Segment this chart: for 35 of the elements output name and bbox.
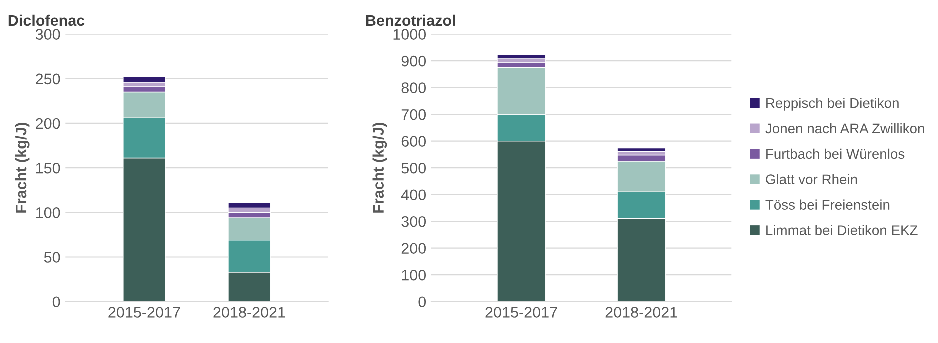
y-axis-title: Fracht (kg/J) xyxy=(372,122,388,213)
legend-label: Töss bei Freienstein xyxy=(766,200,890,210)
x-tick-label: 2018-2021 xyxy=(214,307,286,318)
y-tick-label: 100 xyxy=(402,270,426,281)
x-tick-label: 2018-2021 xyxy=(606,307,678,318)
legend-label: Reppisch bei Dietikon xyxy=(766,98,899,111)
bar xyxy=(617,148,666,152)
bar xyxy=(497,54,546,60)
x-tick-label: 2015-2017 xyxy=(486,307,558,318)
y-tick-label: 1000 xyxy=(394,29,426,40)
y-tick-label: 400 xyxy=(401,190,426,201)
y-tick-label: 900 xyxy=(402,56,426,67)
y-tick-label: 200 xyxy=(402,243,426,254)
legend-label: Furtbach bei Würenlos xyxy=(766,148,905,160)
y-tick-label: 0 xyxy=(418,296,426,308)
y-axis-title: Fracht (kg/J) xyxy=(15,122,30,213)
legend-label: Limmat bei Dietikon EKZ xyxy=(766,225,918,236)
legend-label: Jonen nach ARA Zwillikon xyxy=(766,123,924,134)
y-tick-label: 300 xyxy=(402,216,426,228)
y-tick-label: 0 xyxy=(52,296,60,308)
y-tick-label: 100 xyxy=(36,208,60,218)
x-tick-label: 2015-2017 xyxy=(108,307,180,318)
y-tick-label: 250 xyxy=(36,74,60,85)
y-tick-label: 600 xyxy=(402,136,426,147)
y-tick-label: 300 xyxy=(36,29,60,40)
chart-title: Benzotriazol xyxy=(366,14,456,26)
y-tick-label: 50 xyxy=(44,252,60,263)
y-tick-label: 700 xyxy=(402,109,426,120)
y-tick-label: 800 xyxy=(402,82,426,94)
legend-label: Glatt vor Rhein xyxy=(766,174,858,185)
y-tick-label: 150 xyxy=(36,162,60,174)
y-tick-label: 500 xyxy=(402,162,426,174)
bar xyxy=(228,202,271,209)
chart-title: Diclofenac xyxy=(8,14,85,26)
y-tick-label: 200 xyxy=(36,118,60,130)
